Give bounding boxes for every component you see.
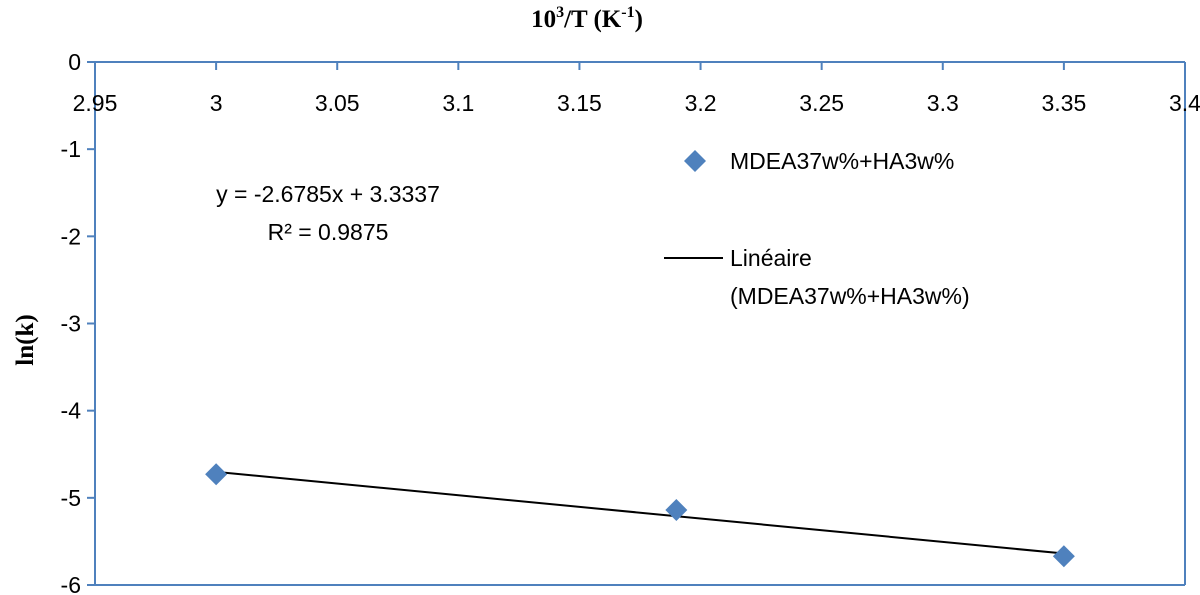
y-ticks: 0 -1 -2 -3 -4 -5 -6 bbox=[61, 49, 95, 595]
x-tick-label: 3.3 bbox=[927, 90, 959, 116]
legend-trendline-label-1: Linéaire bbox=[730, 245, 812, 271]
x-tick-label: 3.15 bbox=[557, 90, 602, 116]
x-tick-label: 3.25 bbox=[799, 90, 844, 116]
y-tick-label: -6 bbox=[61, 572, 81, 595]
legend-series-label: MDEA37w%+HA3w% bbox=[730, 148, 954, 174]
x-tick-label: 3.4 bbox=[1169, 90, 1200, 116]
x-tick-label: 3.05 bbox=[315, 90, 360, 116]
x-tick-label: 3.2 bbox=[685, 90, 717, 116]
y-tick-label: -1 bbox=[61, 136, 81, 162]
y-tick-label: -2 bbox=[61, 223, 81, 249]
trendline bbox=[216, 470, 1064, 555]
legend-marker-diamond bbox=[684, 150, 706, 172]
trendline-equation: y = -2.6785x + 3.3337 bbox=[216, 181, 440, 207]
data-point bbox=[1052, 545, 1075, 568]
y-tick-label: -5 bbox=[61, 485, 81, 511]
y-tick-label: -4 bbox=[61, 398, 82, 424]
data-point bbox=[205, 463, 228, 486]
x-tick-label: 2.95 bbox=[73, 90, 118, 116]
x-tick-label: 3.1 bbox=[442, 90, 474, 116]
legend: MDEA37w%+HA3w% Linéaire (MDEA37w%+HA3w%) bbox=[664, 148, 970, 309]
y-axis-title: ln(k) bbox=[12, 314, 39, 365]
trendline-r-squared: R² = 0.9875 bbox=[268, 219, 389, 245]
x-tick-label: 3 bbox=[210, 90, 223, 116]
y-tick-label: 0 bbox=[68, 49, 81, 75]
x-axis-title: 103/T (K-1) bbox=[531, 4, 643, 33]
x-tick-label: 3.35 bbox=[1042, 90, 1087, 116]
y-tick-label: -3 bbox=[61, 311, 81, 337]
x-ticks: 2.95 3 3.05 3.1 3.15 3.2 3.25 3.3 3.35 3.4 bbox=[73, 62, 1200, 116]
trendline-layer bbox=[216, 470, 1064, 555]
data-points bbox=[205, 463, 1075, 568]
legend-trendline-label-2: (MDEA37w%+HA3w%) bbox=[730, 283, 970, 309]
data-point bbox=[665, 499, 688, 522]
